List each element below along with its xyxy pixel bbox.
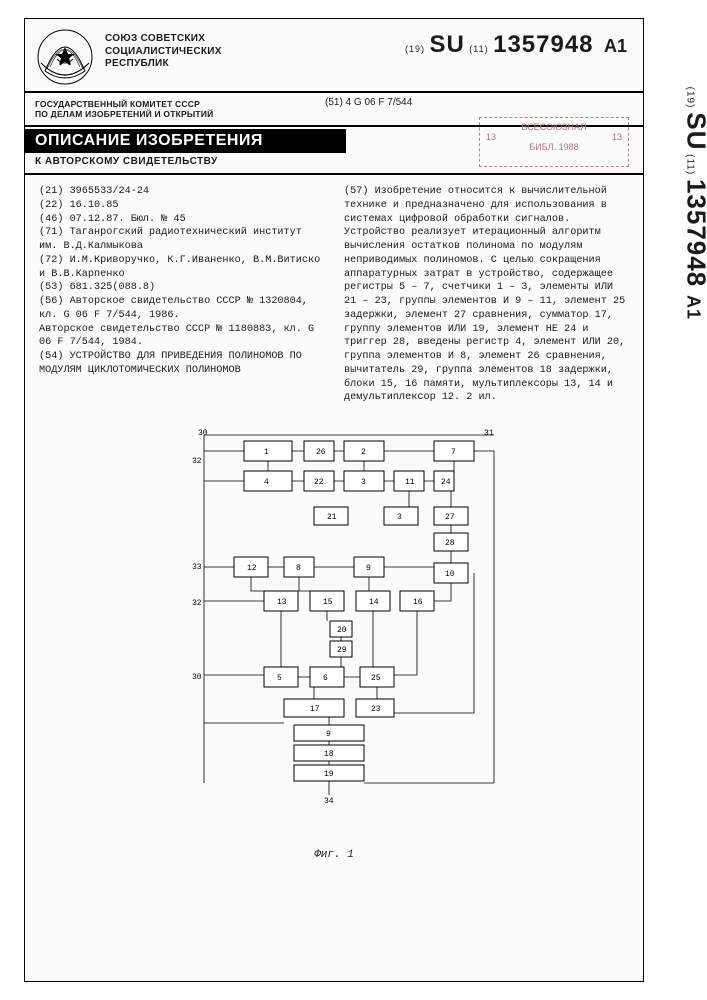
svg-text:6: 6 — [323, 674, 328, 683]
field-53: (53) 681.325(088.8) — [39, 281, 326, 295]
publication-number: (19) SU (11) 1357948 A1 — [405, 27, 633, 59]
svg-text:24: 24 — [441, 478, 451, 487]
num-label: (11) — [469, 44, 488, 54]
figure-caption: Фиг. 1 — [314, 849, 354, 861]
svg-text:13: 13 — [277, 598, 287, 607]
svg-text:16: 16 — [413, 598, 423, 607]
country-code: SU — [430, 31, 465, 58]
svg-text:3: 3 — [361, 478, 366, 487]
svg-text:23: 23 — [371, 705, 381, 714]
svg-text:19: 19 — [324, 770, 334, 779]
svg-text:30: 30 — [192, 673, 202, 682]
stamp-line: 13 — [612, 132, 622, 142]
patent-number: 1357948 — [493, 31, 593, 58]
svg-text:1: 1 — [264, 448, 269, 457]
svg-text:11: 11 — [405, 478, 415, 487]
document-title: ОПИСАНИЕ ИЗОБРЕТЕНИЯ — [25, 129, 346, 153]
svg-text:9: 9 — [326, 730, 331, 739]
figure-1: 1 26 2 7 4 22 3 11 24 21 3 27 28 12 8 9 … — [134, 423, 534, 863]
horizontal-rule — [25, 91, 643, 93]
svg-text:2: 2 — [361, 448, 366, 457]
country-line: СОЮЗ СОВЕТСКИХ — [105, 33, 222, 46]
side-publication-number: (19) SU (11) 1357948 A1 — [680, 87, 707, 320]
country-code: SU — [681, 112, 707, 150]
svg-text:32: 32 — [192, 599, 202, 608]
svg-text:29: 29 — [337, 646, 347, 655]
svg-text:8: 8 — [296, 564, 301, 573]
stamp-line: БИБЛ. 1988 — [480, 142, 628, 152]
svg-text:22: 22 — [314, 478, 324, 487]
svg-text:15: 15 — [323, 598, 333, 607]
svg-text:25: 25 — [371, 674, 381, 683]
field-46: (46) 07.12.87. Бюл. № 45 — [39, 213, 326, 227]
svg-text:33: 33 — [192, 563, 202, 572]
svg-text:17: 17 — [310, 705, 320, 714]
svg-text:12: 12 — [247, 564, 257, 573]
svg-text:3: 3 — [397, 513, 402, 522]
svg-text:4: 4 — [264, 478, 269, 487]
ussr-emblem-icon — [35, 27, 95, 87]
svg-text:31: 31 — [484, 429, 494, 438]
patent-page: СОЮЗ СОВЕТСКИХ СОЦИАЛИСТИЧЕСКИХ РЕСПУБЛИ… — [24, 18, 644, 982]
cc-label: (19) — [684, 87, 695, 109]
svg-text:34: 34 — [324, 797, 334, 806]
circuit-diagram-icon: 1 26 2 7 4 22 3 11 24 21 3 27 28 12 8 9 … — [134, 423, 534, 853]
field-54: (54) УСТРОЙСТВО ДЛЯ ПРИВЕДЕНИЯ ПОЛИНОМОВ… — [39, 350, 326, 378]
field-21: (21) 3965533/24-24 — [39, 185, 326, 199]
field-56: Авторское свидетельство СССР № 1180883, … — [39, 323, 326, 351]
country-line: РЕСПУБЛИК — [105, 58, 222, 71]
stamp-line: 13 — [486, 132, 496, 142]
patent-number: 1357948 — [681, 179, 707, 287]
svg-text:26: 26 — [316, 448, 326, 457]
svg-text:14: 14 — [369, 598, 379, 607]
field-57: (57) Изобретение относится к вычислитель… — [344, 185, 631, 405]
field-22: (22) 16.10.85 — [39, 199, 326, 213]
page-header: СОЮЗ СОВЕТСКИХ СОЦИАЛИСТИЧЕСКИХ РЕСПУБЛИ… — [25, 19, 643, 87]
country-line: СОЦИАЛИСТИЧЕСКИХ — [105, 46, 222, 59]
svg-text:30: 30 — [198, 429, 208, 438]
ipc-classification: (51) 4 G 06 F 7/544 — [325, 97, 412, 108]
num-label: (11) — [684, 154, 695, 175]
field-71: (71) Таганрогский радиотехнический инсти… — [39, 226, 326, 254]
field-56: (56) Авторское свидетельство СССР № 1320… — [39, 295, 326, 323]
bibliographic-data: (21) 3965533/24-24 (22) 16.10.85 (46) 07… — [25, 175, 643, 421]
field-72: (72) И.М.Криворучко, К.Г.Иваненко, В.М.В… — [39, 254, 326, 282]
ipc-code: G 06 F 7/544 — [354, 97, 412, 108]
country-name: СОЮЗ СОВЕТСКИХ СОЦИАЛИСТИЧЕСКИХ РЕСПУБЛИ… — [105, 33, 222, 71]
kind-code: A1 — [604, 36, 627, 56]
cc-label: (19) — [405, 44, 425, 54]
svg-text:9: 9 — [366, 564, 371, 573]
ipc-label: (51) 4 — [325, 97, 351, 108]
svg-text:21: 21 — [327, 513, 337, 522]
library-stamp: ВСЕСОЮЗНАЯ 13 13 БИБЛ. 1988 — [479, 117, 629, 167]
svg-text:5: 5 — [277, 674, 282, 683]
svg-text:28: 28 — [445, 539, 455, 548]
svg-text:27: 27 — [445, 513, 455, 522]
svg-text:32: 32 — [192, 457, 202, 466]
svg-text:18: 18 — [324, 750, 334, 759]
stamp-line: ВСЕСОЮЗНАЯ — [480, 122, 628, 132]
svg-text:7: 7 — [451, 448, 456, 457]
kind-code: A1 — [683, 295, 703, 320]
svg-text:10: 10 — [445, 570, 455, 579]
svg-text:20: 20 — [337, 626, 347, 635]
